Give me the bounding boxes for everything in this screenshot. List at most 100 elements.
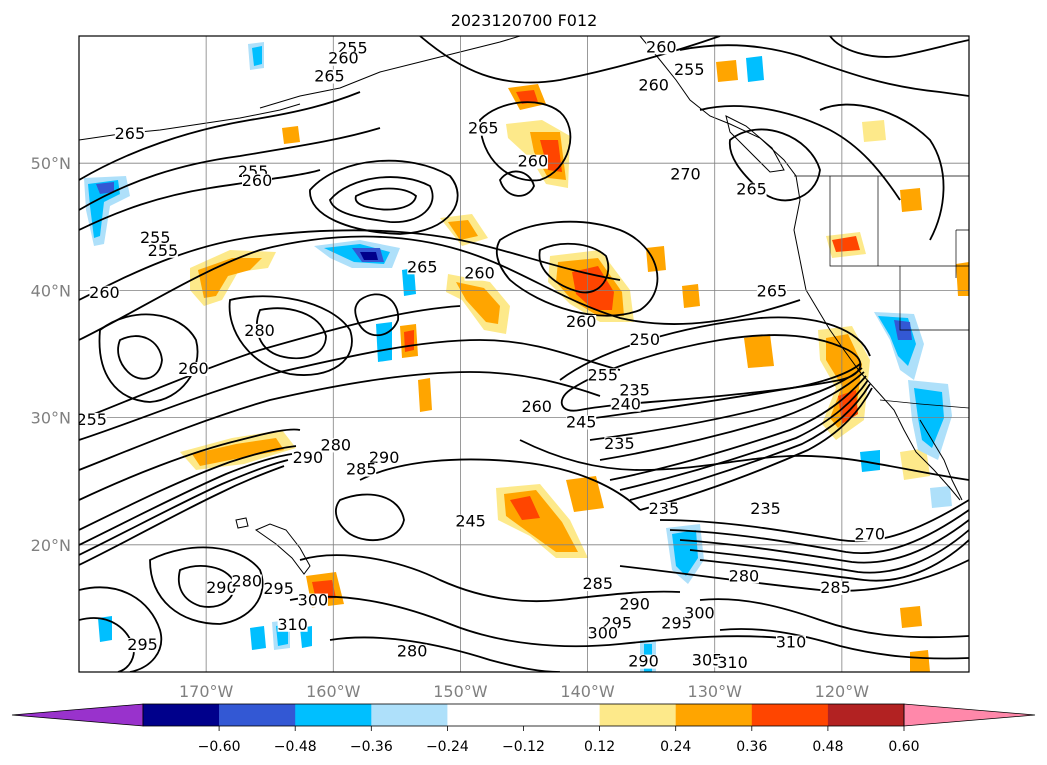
contour-label: 310 xyxy=(277,615,308,634)
contour-label-background xyxy=(521,400,552,415)
contour-label-background xyxy=(455,514,486,529)
contour-label: 265 xyxy=(468,119,499,138)
contour-line xyxy=(560,334,862,412)
contour-line xyxy=(495,220,659,317)
coastline-layer xyxy=(79,36,963,575)
colorbar-under-triangle xyxy=(11,703,144,727)
colorbar-tick-label: 0.12 xyxy=(584,739,615,755)
contour-line xyxy=(79,445,297,531)
contour-label-background xyxy=(628,654,659,669)
border-us-states-c xyxy=(899,266,969,331)
contour-label: 265 xyxy=(314,67,345,86)
contour-label-background xyxy=(320,438,351,453)
shaded-patch xyxy=(910,650,930,672)
border-us-states-d xyxy=(955,229,969,278)
contour-label: 260 xyxy=(89,283,120,302)
contour-label: 285 xyxy=(820,578,851,597)
shaded-patch xyxy=(646,246,666,272)
lat-tick-label: 20°N xyxy=(31,536,71,555)
contour-line xyxy=(679,519,969,564)
contour-label-background xyxy=(263,582,294,597)
colorbar-segments xyxy=(143,704,905,726)
shaded-patch xyxy=(456,282,500,324)
contour-label: 235 xyxy=(750,499,781,518)
contour-label: 265 xyxy=(757,281,788,300)
contour-line xyxy=(79,127,381,211)
colorbar-ticks: −0.60 −0.48 −0.36 −0.24 −0.12 0.12 0.24 0.36 0.4… xyxy=(198,726,920,755)
contour-label-background xyxy=(629,332,660,347)
contour-label-background xyxy=(610,397,641,412)
contour-label: 260 xyxy=(178,359,209,378)
contour-label-background xyxy=(854,527,885,542)
shaded-patch xyxy=(250,626,266,650)
contour-label: 310 xyxy=(776,633,807,652)
contour-label-background xyxy=(277,617,308,632)
contour-label-background xyxy=(582,577,613,592)
contour-line xyxy=(829,36,969,58)
contour-label-background xyxy=(407,260,438,275)
shaded-patch xyxy=(930,486,952,508)
contour-label-background xyxy=(369,451,400,466)
contour-label: 300 xyxy=(588,624,619,643)
contour-label: 240 xyxy=(610,395,641,414)
contour-line xyxy=(98,313,199,403)
contour-line xyxy=(419,36,721,84)
contour-label: 255 xyxy=(140,228,171,247)
contour-label: 285 xyxy=(582,574,613,593)
contour-label-background xyxy=(736,182,767,197)
shaded-patch xyxy=(516,90,538,104)
coastline-west-coast xyxy=(799,259,961,501)
coastline-hawaii xyxy=(254,523,311,575)
contour-label-background xyxy=(756,284,787,299)
contour-label: 235 xyxy=(619,381,650,400)
shaded-patch xyxy=(98,616,112,642)
contour-label-background xyxy=(346,462,377,477)
contour-label: 290 xyxy=(628,652,659,671)
border-us-states-a xyxy=(829,176,969,267)
contour-line xyxy=(719,628,969,660)
contour-label-background xyxy=(692,653,723,668)
contour-label-background xyxy=(292,451,323,466)
shaded-patch xyxy=(360,252,378,260)
lon-tick-label: 170°W xyxy=(179,682,234,701)
lat-tick-label: 50°N xyxy=(31,154,71,173)
contour-label: 265 xyxy=(407,257,438,276)
contour-label-background xyxy=(684,606,715,621)
shaded-patch xyxy=(376,322,392,362)
shaded-patch xyxy=(404,330,414,352)
contour-label: 245 xyxy=(566,413,597,432)
contour-label-background xyxy=(776,635,806,650)
colorbar-tick-label: 0.48 xyxy=(812,739,843,755)
contour-label-background xyxy=(397,644,428,659)
contour-label: 295 xyxy=(661,613,692,632)
contour-label: 290 xyxy=(206,578,237,597)
contour-label-background xyxy=(79,412,107,427)
shaded-patch xyxy=(282,126,300,144)
contour-line xyxy=(519,439,969,481)
contour-label: 255 xyxy=(76,410,107,429)
colorbar-tick-label: −0.36 xyxy=(350,739,393,755)
contour-label: 260 xyxy=(521,397,552,416)
shaded-patch xyxy=(418,378,432,412)
contour-line xyxy=(538,242,610,294)
shaded-patch xyxy=(448,220,478,240)
shaded-patch xyxy=(192,438,284,466)
contour-line xyxy=(329,176,434,223)
contour-label-background xyxy=(566,415,597,430)
contour-label: 310 xyxy=(717,653,748,672)
shaded-patch xyxy=(682,284,700,308)
colorbar-tick-label: −0.60 xyxy=(198,739,241,755)
contour-label-background xyxy=(750,502,781,516)
colorbar-segment xyxy=(599,704,676,726)
contour-label: 295 xyxy=(127,635,158,654)
contour-line xyxy=(79,229,621,301)
shaded-patch xyxy=(862,120,886,142)
contour-label-background xyxy=(646,40,677,55)
contour-line xyxy=(149,546,264,625)
contour-label-background xyxy=(670,167,701,182)
contour-label-background xyxy=(468,121,499,136)
shaded-patch xyxy=(540,140,562,172)
shaded-patch xyxy=(900,606,922,628)
